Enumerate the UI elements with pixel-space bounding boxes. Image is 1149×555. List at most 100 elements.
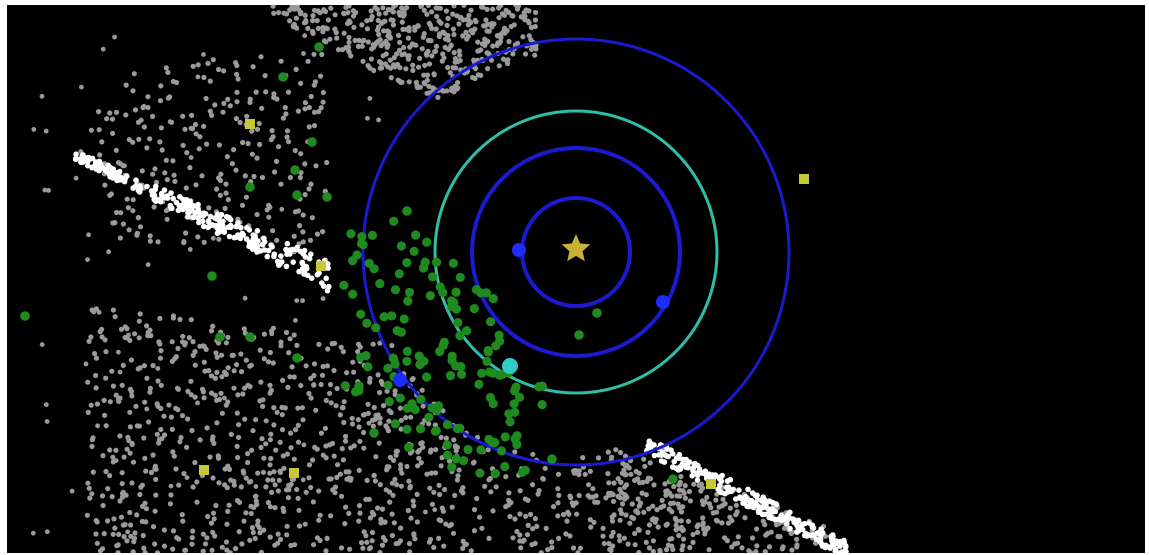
trojan-asteroid [93, 385, 99, 391]
trojan-asteroid [357, 438, 363, 444]
trojan-asteroid [111, 516, 117, 522]
trojan-asteroid [249, 447, 255, 453]
near-earth-asteroid [547, 454, 557, 464]
trojan-asteroid [85, 379, 91, 385]
trojan-asteroid [595, 499, 601, 505]
trojan-asteroid [484, 28, 490, 34]
hilda-asteroid [694, 472, 701, 479]
trojan-asteroid [240, 139, 246, 146]
trojan-asteroid [332, 484, 339, 490]
trojan-asteroid [127, 424, 133, 430]
trojan-asteroid [179, 413, 186, 419]
trojan-asteroid [147, 389, 153, 395]
trojan-asteroid [195, 400, 200, 406]
trojan-asteroid [390, 492, 396, 498]
hilda-asteroid [130, 185, 136, 191]
hilda-asteroid [168, 205, 175, 211]
trojan-asteroid [654, 507, 660, 513]
trojan-asteroid [102, 412, 108, 418]
trojan-asteroid [152, 463, 158, 469]
hilda-asteroid [717, 476, 723, 482]
trojan-asteroid [407, 483, 413, 489]
trojan-asteroid [267, 437, 273, 443]
trojan-asteroid [735, 534, 741, 540]
trojan-asteroid [79, 84, 84, 90]
trojan-asteroid [270, 228, 276, 234]
near-earth-asteroid [483, 347, 493, 357]
trojan-asteroid [251, 504, 257, 510]
trojan-asteroid [114, 209, 120, 216]
trojan-asteroid [610, 529, 616, 536]
trojan-asteroid [130, 197, 136, 203]
trojan-asteroid [318, 381, 324, 388]
trojan-asteroid [324, 363, 330, 369]
trojan-asteroid [242, 295, 248, 301]
hilda-asteroid [761, 499, 768, 506]
trojan-asteroid [427, 485, 433, 491]
near-earth-asteroid [592, 308, 602, 318]
sun-star-icon [561, 234, 591, 262]
trojan-asteroid [265, 499, 271, 506]
trojan-asteroid [212, 375, 218, 381]
trojan-asteroid [137, 365, 143, 371]
trojan-asteroid [311, 542, 317, 548]
trojan-asteroid [451, 5, 457, 9]
hilda-asteroid [725, 489, 732, 495]
trojan-asteroid [392, 476, 398, 482]
trojan-asteroid [753, 549, 759, 553]
trojan-asteroid [225, 334, 231, 340]
trojan-asteroid [615, 476, 621, 482]
trojan-asteroid [171, 453, 177, 459]
trojan-asteroid [687, 498, 694, 504]
trojan-asteroid [456, 467, 462, 473]
trojan-asteroid [291, 332, 297, 338]
trojan-asteroid [124, 196, 130, 202]
near-earth-asteroid [367, 230, 377, 240]
near-earth-asteroid [438, 287, 448, 298]
trojan-asteroid [170, 158, 176, 164]
trojan-asteroid [192, 121, 199, 128]
trojan-asteroid [145, 104, 151, 111]
hilda-asteroid [701, 470, 708, 477]
trojan-asteroid [727, 505, 734, 511]
trojan-asteroid [268, 455, 274, 462]
trojan-asteroid [302, 521, 308, 527]
trojan-asteroid [85, 480, 91, 486]
near-earth-asteroid [442, 450, 452, 460]
trojan-asteroid [210, 529, 216, 535]
trojan-asteroid [686, 488, 693, 495]
near-earth-asteroid [348, 289, 358, 299]
trojan-asteroid [88, 127, 94, 133]
trojan-asteroid [530, 451, 536, 457]
trojan-asteroid [392, 388, 398, 394]
trojan-asteroid [642, 463, 648, 469]
trojan-asteroid [357, 510, 363, 516]
orbit-plot [7, 5, 1145, 553]
trojan-asteroid [84, 512, 90, 518]
near-earth-asteroid [384, 397, 394, 407]
trojan-asteroid [463, 29, 469, 35]
trojan-asteroid [371, 473, 377, 479]
trojan-asteroid [576, 472, 582, 478]
trojan-asteroid [188, 155, 194, 160]
trojan-asteroid [434, 13, 440, 19]
trojan-asteroid [130, 549, 136, 553]
near-earth-asteroid [410, 404, 420, 415]
trojan-asteroid [125, 434, 131, 440]
trojan-asteroid [120, 163, 126, 169]
hilda-asteroid [199, 218, 206, 224]
trojan-asteroid [410, 67, 416, 73]
trojan-asteroid [247, 537, 253, 543]
trojan-asteroid [270, 5, 276, 9]
trojan-asteroid [287, 336, 293, 342]
hilda-asteroid [690, 467, 696, 474]
trojan-asteroid [361, 529, 367, 535]
hilda-asteroid [746, 503, 752, 510]
near-earth-asteroid [469, 304, 479, 314]
trojan-asteroid [365, 410, 371, 416]
trojan-asteroid [315, 8, 321, 14]
trojan-asteroid [128, 522, 134, 528]
trojan-asteroid [463, 541, 469, 547]
trojan-asteroid [172, 178, 178, 184]
trojan-asteroid [219, 410, 225, 416]
